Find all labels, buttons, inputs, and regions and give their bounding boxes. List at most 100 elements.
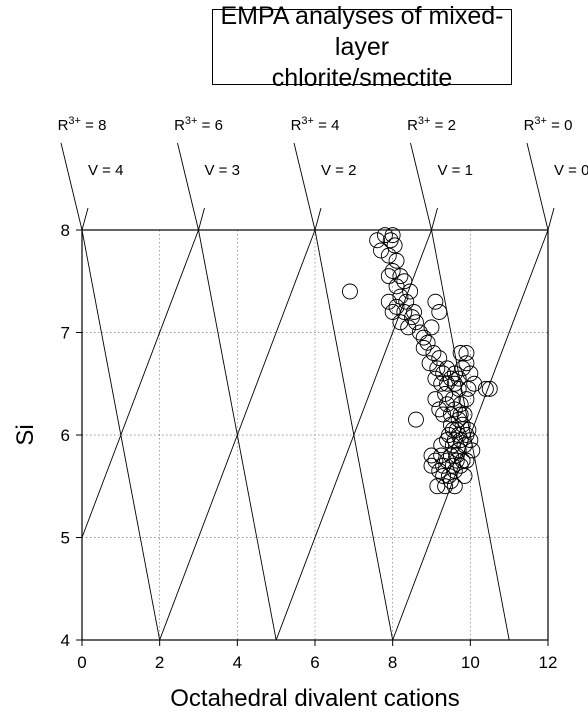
data-point [380, 268, 397, 285]
data-point [444, 421, 461, 438]
data-point [442, 473, 459, 490]
data-point [454, 360, 471, 377]
data-point [450, 370, 467, 387]
v-leader-line [81, 207, 89, 231]
data-point [396, 273, 413, 290]
r3-leader-line [410, 142, 432, 231]
data-point [380, 247, 397, 264]
grid-layer [81, 229, 549, 641]
data-point [384, 304, 401, 320]
data-point [427, 452, 444, 469]
data-point [442, 370, 459, 387]
data-point [446, 478, 463, 495]
data-point [435, 365, 452, 382]
data-point [439, 432, 455, 449]
data-point [439, 375, 455, 392]
y-tick-label: 6 [61, 426, 70, 445]
data-point [442, 447, 459, 464]
data-point [452, 345, 469, 361]
data-point [388, 298, 405, 315]
v-leader-line [431, 207, 438, 231]
data-point [462, 432, 479, 449]
y-tick-label: 8 [61, 221, 70, 240]
x-tick-label: 0 [77, 653, 86, 672]
data-point [384, 227, 401, 244]
data-point [460, 380, 477, 397]
data-point [439, 452, 455, 469]
v-leader-line [314, 207, 322, 231]
data-point [392, 288, 409, 305]
data-point [433, 447, 450, 464]
data-point [454, 416, 471, 433]
data-point [456, 437, 473, 454]
data-point [402, 283, 419, 300]
data-point [454, 452, 471, 469]
x-tick-label: 10 [461, 653, 480, 672]
x-axis-title: Octahedral divalent cations [170, 685, 460, 712]
data-point [450, 380, 467, 397]
data-point [464, 442, 481, 459]
data-point [446, 401, 463, 418]
data-point [425, 345, 442, 361]
data-point [421, 355, 438, 372]
x-tick-label: 6 [310, 653, 319, 672]
data-point [456, 406, 473, 423]
data-point [369, 232, 386, 249]
x-tick-label: 12 [539, 653, 558, 672]
data-point [423, 447, 440, 464]
data-point [415, 329, 432, 346]
data-point [406, 304, 422, 320]
v-leader-line [547, 207, 555, 231]
data-point [429, 360, 446, 377]
data-point [458, 391, 475, 408]
chart-title-line-1: EMPA analyses of mixed-layer [220, 1, 504, 61]
data-point [442, 406, 459, 423]
y-axis-title: Si [12, 424, 39, 445]
data-point [388, 252, 405, 269]
v-leader-line [198, 207, 205, 231]
v-label: V = 3 [205, 162, 240, 179]
data-point [448, 447, 465, 464]
data-point [373, 242, 389, 259]
r3-leader-line [293, 142, 316, 231]
data-points-layer [342, 227, 498, 495]
data-point [435, 468, 452, 484]
data-point [437, 386, 454, 402]
data-point [396, 304, 413, 320]
reference-line [392, 229, 549, 641]
v-label: V = 0 [554, 162, 588, 179]
r3-leader-line [526, 142, 549, 231]
x-tick-label: 2 [155, 653, 164, 672]
chart-title-box: EMPA analyses of mixed-layer chlorite/sm… [212, 2, 512, 92]
data-point [456, 468, 473, 484]
line-labels-layer: R3+ = 8 R3+ = 6 R3+ = 4 R3+ = 2 R3+ = 0 V = 4… [58, 115, 588, 231]
data-point [384, 263, 401, 279]
chart-title-line-2: chlorite/smectite [271, 63, 453, 92]
data-point [462, 365, 479, 382]
data-point [448, 452, 465, 469]
data-point [423, 319, 440, 336]
data-point [431, 350, 448, 367]
v-label: V = 2 [321, 162, 356, 179]
v-label: V = 1 [438, 162, 473, 179]
y-tick-label: 4 [61, 631, 70, 650]
r3-label: R3+ = 0 [524, 115, 573, 134]
data-point [398, 293, 415, 310]
r3-leader-line [60, 142, 83, 231]
data-point [477, 380, 494, 397]
data-point [380, 293, 397, 310]
data-point [446, 365, 463, 382]
r3-label: R3+ = 2 [407, 115, 456, 134]
data-point [392, 268, 409, 285]
r3-label: R3+ = 6 [174, 115, 223, 134]
tick-labels-layer: 0 2 4 6 8 10 12 4 5 6 7 8 [61, 221, 558, 672]
data-point [431, 462, 448, 479]
data-point [342, 283, 358, 300]
y-tick-label: 7 [61, 324, 70, 343]
data-point [458, 427, 475, 443]
data-point [386, 237, 403, 254]
data-point [427, 293, 444, 310]
r3-label: R3+ = 4 [291, 115, 340, 134]
data-point [433, 437, 450, 454]
